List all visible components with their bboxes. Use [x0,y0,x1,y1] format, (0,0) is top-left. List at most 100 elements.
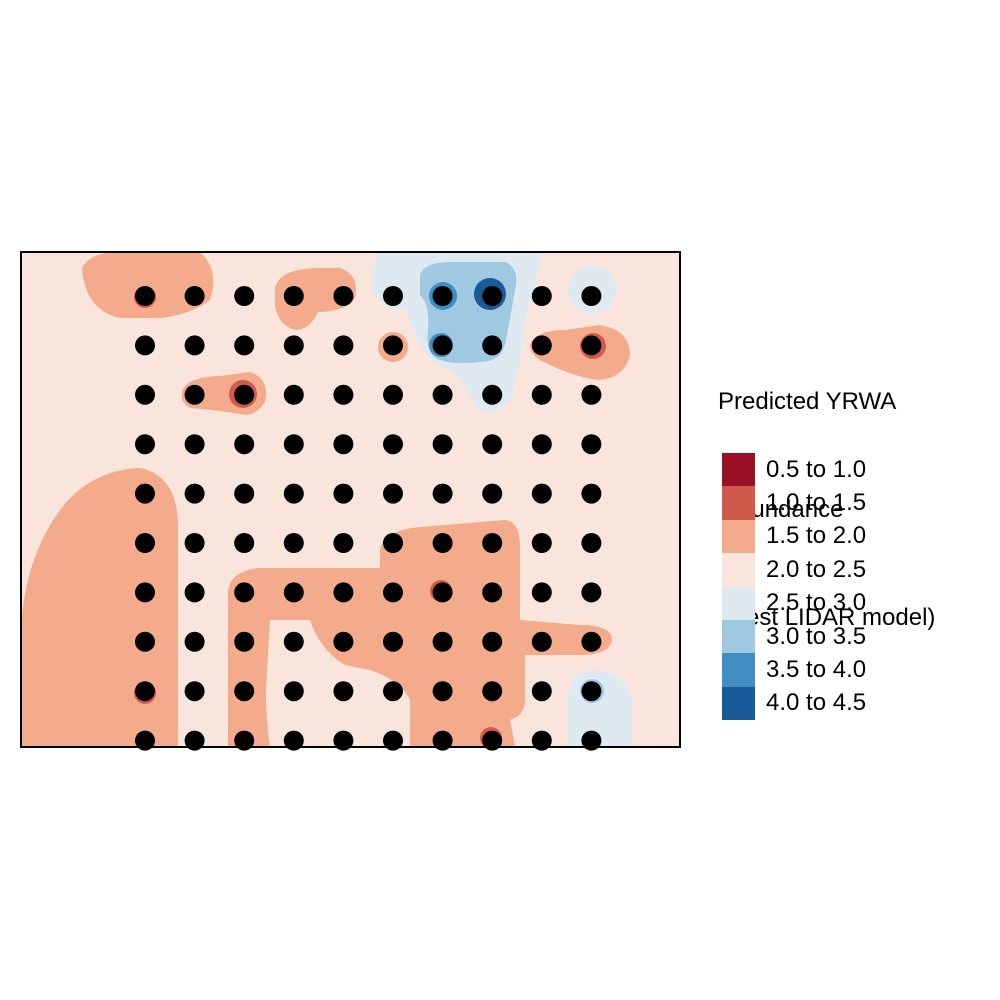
survey-point [482,631,503,652]
legend-item: 0.5 to 1.0 [722,453,867,487]
survey-point [531,335,552,356]
survey-point [184,681,205,702]
legend-label: 3.5 to 4.0 [766,656,867,684]
legend-swatch [722,586,755,620]
survey-point [531,730,552,751]
survey-point [581,631,602,652]
survey-point [383,335,403,356]
survey-point [432,286,453,306]
zone-east-blob [530,325,630,380]
legend-label: 2.5 to 3.0 [766,589,867,617]
survey-point [135,335,155,356]
legend-item: 1.0 to 1.5 [722,486,867,520]
survey-point [333,434,354,455]
legend-swatch [722,553,755,587]
survey-point [234,631,255,652]
survey-point [135,582,155,603]
survey-point [234,384,255,405]
survey-point [135,730,155,751]
legend-item: 3.0 to 3.5 [722,619,867,654]
survey-point [184,384,205,405]
survey-point [333,730,354,751]
survey-point [333,582,354,603]
survey-point [531,533,552,553]
survey-point [432,681,453,702]
survey-point [333,631,354,652]
survey-point [531,631,552,652]
survey-point [184,335,205,356]
survey-point [333,483,354,504]
survey-point [283,483,304,504]
survey-point [383,434,403,455]
legend-label: 1.0 to 1.5 [766,489,867,517]
survey-point [383,681,403,702]
survey-point [283,286,304,306]
legend-item: 1.5 to 2.0 [722,519,866,554]
survey-point [234,434,255,455]
legend-item: 2.0 to 2.5 [722,553,867,587]
survey-point [432,384,453,405]
survey-point [333,533,354,553]
survey-point [432,483,453,504]
survey-point [184,582,205,603]
survey-point [184,286,205,306]
survey-point [482,582,503,603]
survey-point [135,681,155,702]
survey-point [383,483,403,504]
survey-point [432,335,453,356]
legend-swatch [722,453,755,487]
survey-point [283,533,304,553]
survey-point [283,335,304,356]
legend-swatch [722,519,755,554]
survey-point [482,384,503,405]
legend-swatch [722,486,755,520]
survey-point [531,582,552,603]
survey-point [432,631,453,652]
zone-south-complex [228,520,612,747]
legend-label: 0.5 to 1.0 [766,455,867,483]
legend-item: 3.5 to 4.0 [722,653,867,687]
zone-north-center [275,268,356,330]
survey-point [234,730,255,751]
survey-point [432,730,453,751]
survey-point [581,286,602,306]
survey-point [184,483,205,504]
survey-point [482,335,503,356]
legend: 0.5 to 1.0 1.0 to 1.5 1.5 to 2.0 2.0 to 2.5… [722,453,867,721]
survey-point [482,681,503,702]
survey-point [581,582,602,603]
survey-point [184,730,205,751]
legend-title-line-1: Predicted YRWA [718,388,897,415]
survey-point [383,384,403,405]
survey-point [581,434,602,455]
survey-point [581,483,602,504]
survey-point [283,631,304,652]
legend-label: 3.0 to 3.5 [766,622,867,650]
survey-point [234,533,255,553]
survey-point [135,533,155,553]
survey-point [482,286,503,306]
survey-point [283,582,304,603]
survey-point [482,730,503,751]
survey-point [581,335,602,356]
survey-point [234,582,255,603]
survey-point [234,483,255,504]
survey-point [184,533,205,553]
survey-point [581,681,602,702]
survey-point [283,730,304,751]
survey-point [482,483,503,504]
survey-point [283,434,304,455]
survey-point [482,434,503,455]
survey-point [383,582,403,603]
legend-swatch [722,619,755,654]
survey-point [432,434,453,455]
survey-point [135,631,155,652]
survey-point [531,483,552,504]
survey-point [234,286,255,306]
survey-point [581,730,602,751]
survey-point [283,681,304,702]
legend-label: 2.0 to 2.5 [766,555,867,583]
survey-point [184,631,205,652]
legend-swatch [722,653,755,687]
